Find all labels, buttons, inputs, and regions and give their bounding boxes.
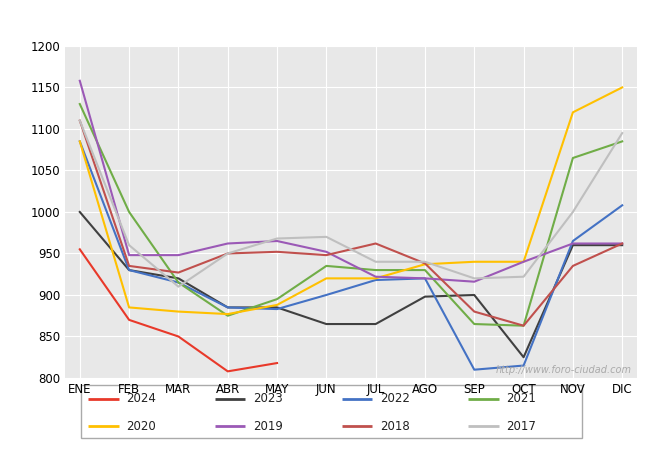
Text: Afiliados en Bedmar y Garcíez a 31/5/2024: Afiliados en Bedmar y Garcíez a 31/5/202… <box>148 11 502 30</box>
Text: 2021: 2021 <box>506 392 536 405</box>
Text: 2020: 2020 <box>126 420 156 433</box>
Text: 2023: 2023 <box>253 392 283 405</box>
Text: 2022: 2022 <box>380 392 410 405</box>
Text: 2019: 2019 <box>253 420 283 433</box>
Text: http://www.foro-ciudad.com: http://www.foro-ciudad.com <box>495 364 631 375</box>
FancyBboxPatch shape <box>81 385 582 438</box>
Text: 2017: 2017 <box>506 420 536 433</box>
Text: 2024: 2024 <box>126 392 156 405</box>
Text: 2018: 2018 <box>380 420 410 433</box>
